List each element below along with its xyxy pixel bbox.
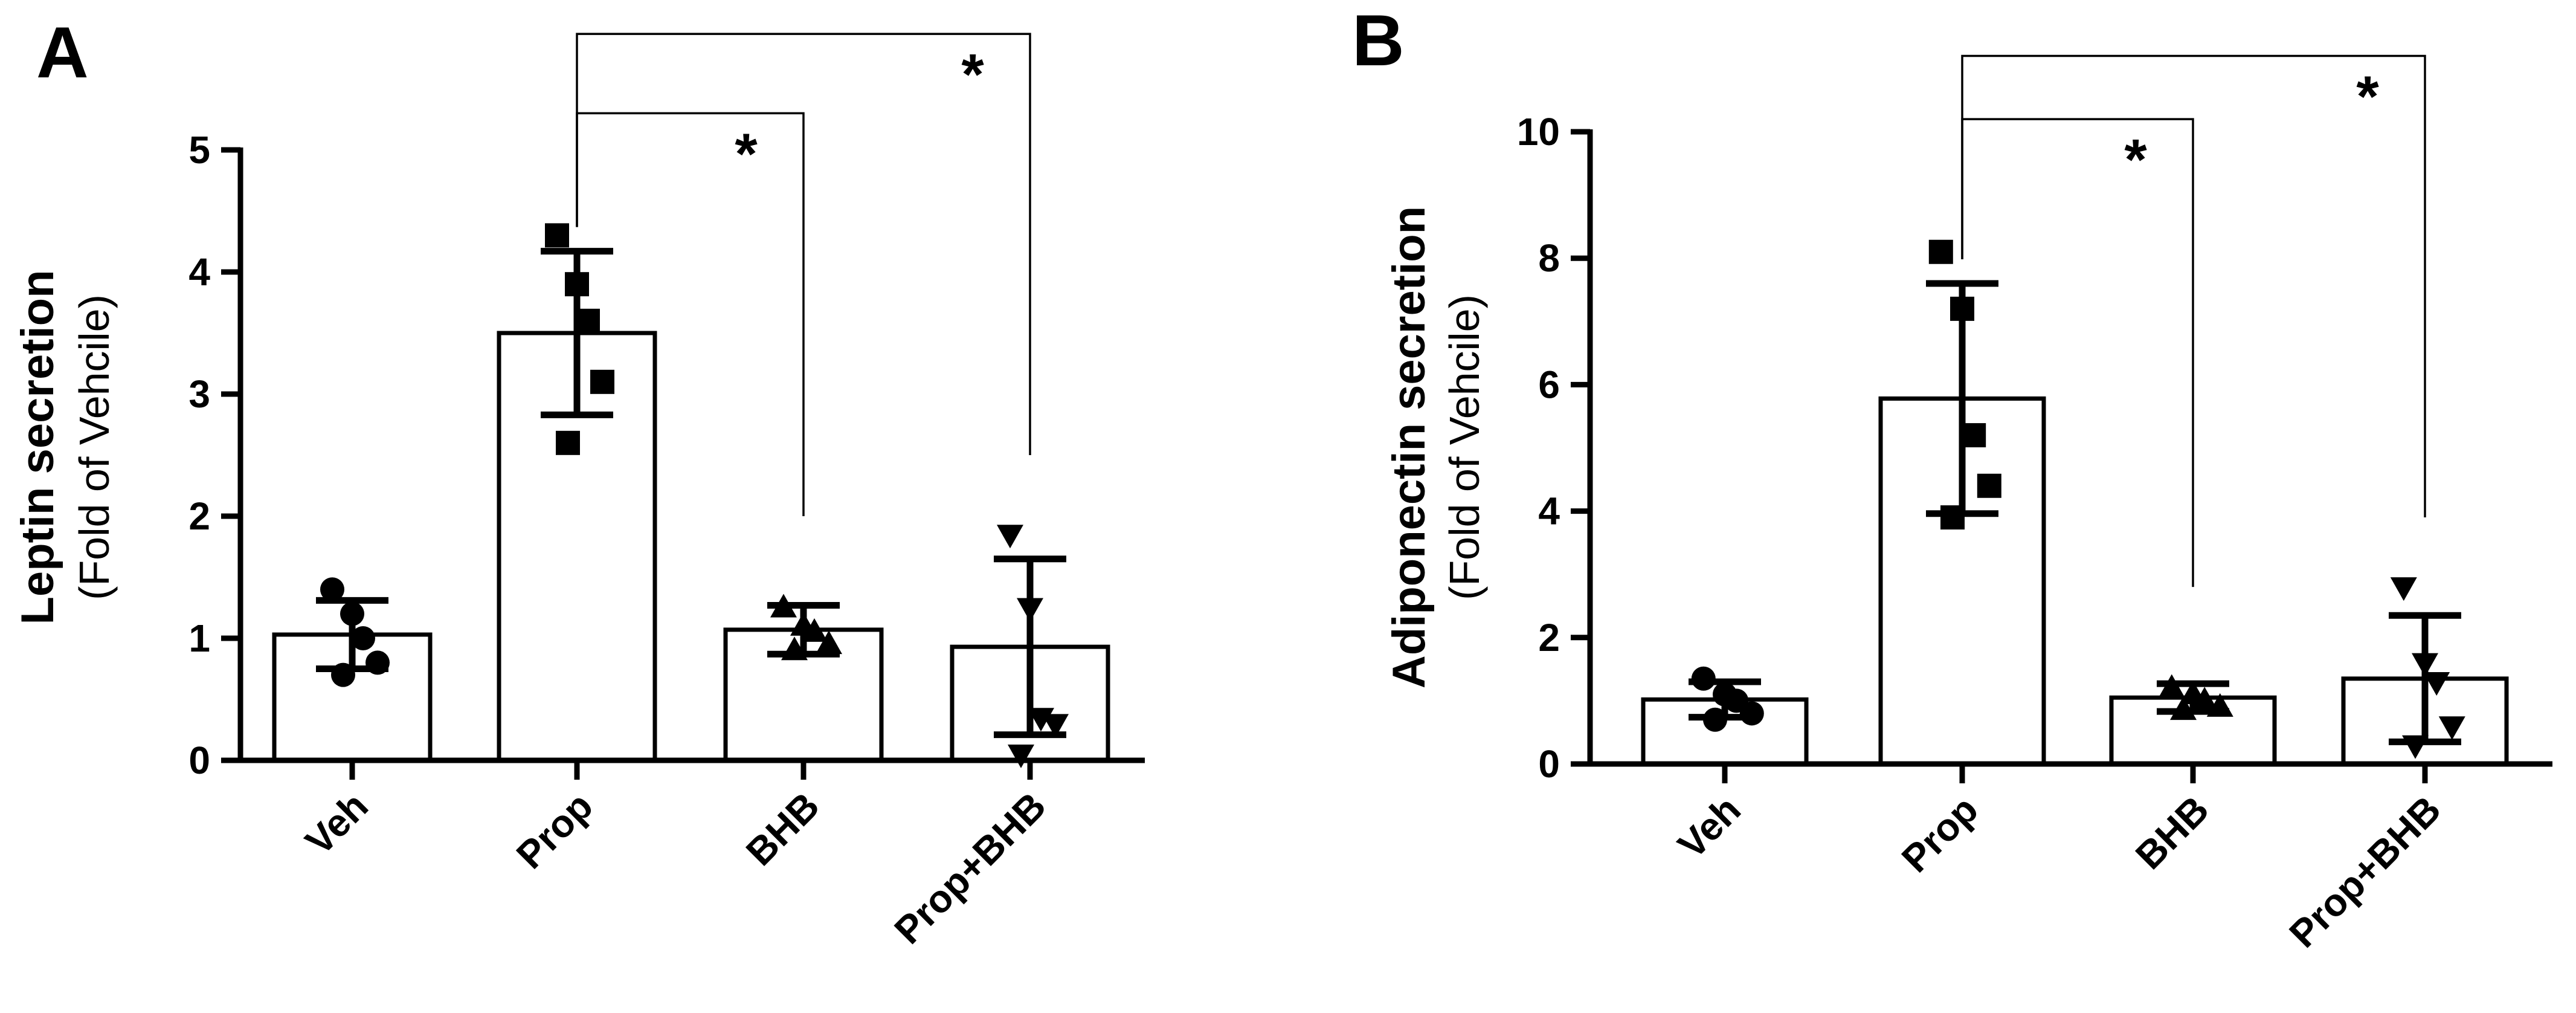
significance-asterisk: * [2356, 64, 2379, 129]
significance-asterisk: * [961, 42, 984, 107]
data-point [1017, 598, 1043, 622]
data-point [2412, 653, 2438, 677]
y-tick-label: 10 [1517, 110, 1560, 154]
x-tick-label: BHB [2127, 788, 2217, 878]
y-axis-label: Adiponectin secretion [1383, 206, 1435, 688]
data-point [1008, 744, 1034, 768]
data-point [556, 430, 580, 455]
data-point [331, 662, 355, 687]
data-point [801, 618, 828, 642]
data-point [340, 601, 364, 626]
panel-label: A [36, 12, 89, 93]
data-point [2191, 687, 2218, 711]
data-point [590, 369, 614, 394]
data-point [365, 650, 390, 675]
x-tick-label: BHB [738, 784, 828, 874]
data-point [816, 630, 842, 655]
y-tick-label: 4 [1538, 490, 1560, 533]
significance-asterisk: * [2124, 128, 2147, 192]
panel-label: B [1352, 0, 1405, 81]
x-tick-label: Veh [297, 784, 376, 863]
y-tick-label: 1 [188, 617, 210, 660]
data-point [2438, 716, 2465, 740]
data-point [1950, 296, 1974, 321]
data-point [1042, 714, 1069, 738]
data-point [545, 223, 569, 248]
x-tick-label: Veh [1669, 788, 1748, 867]
data-point [1928, 239, 1953, 264]
data-point [1739, 701, 1764, 726]
data-point [2158, 674, 2185, 698]
data-point [1703, 707, 1727, 732]
y-tick-label: 2 [188, 494, 210, 538]
significance-bracket [576, 33, 1031, 455]
y-tick-label: 0 [1538, 742, 1560, 786]
x-tick-label: Prop+BHB [2281, 788, 2449, 956]
data-point [1940, 505, 1965, 530]
data-point [2206, 693, 2233, 717]
significance-asterisk: * [735, 121, 758, 186]
data-point [1691, 666, 1716, 691]
significance-bracket [1961, 54, 2426, 518]
y-tick-label: 0 [188, 739, 210, 782]
data-point [351, 626, 375, 650]
y-axis-sublabel: (Fold of Vehcile) [1441, 294, 1488, 600]
data-point [2402, 735, 2429, 759]
y-tick-label: 5 [188, 128, 210, 172]
y-axis-sublabel: (Fold of Vehcile) [71, 294, 118, 600]
panel-a-leptin-chart: A Leptin secretion (Fold of Vehcile) 0 1 2 3 4 5… [12, 12, 1145, 952]
y-tick-label: 2 [1538, 616, 1560, 659]
data-point [997, 525, 1023, 549]
data-point [2170, 696, 2197, 720]
data-point [576, 308, 600, 333]
data-point [2423, 672, 2450, 696]
data-point [1977, 473, 2001, 498]
data-point [320, 577, 344, 602]
data-point [2390, 577, 2417, 601]
x-tick-label: Prop [508, 784, 601, 877]
data-point [770, 594, 797, 618]
data-point [1028, 708, 1054, 732]
data-point [781, 636, 808, 661]
y-tick-label: 6 [1538, 363, 1560, 406]
panel-b-adiponectin-chart: B Adiponectin secretion (Fold of Vehcile) 0… [1352, 0, 2552, 956]
data-point [565, 272, 589, 297]
y-tick-label: 3 [188, 372, 210, 416]
y-tick-label: 4 [188, 250, 210, 294]
y-axis-label: Leptin secretion [12, 270, 63, 625]
y-tick-label: 8 [1538, 236, 1560, 280]
x-tick-label: Prop+BHB [886, 784, 1054, 952]
data-point [1962, 423, 1986, 448]
x-tick-label: Prop [1893, 788, 1986, 881]
